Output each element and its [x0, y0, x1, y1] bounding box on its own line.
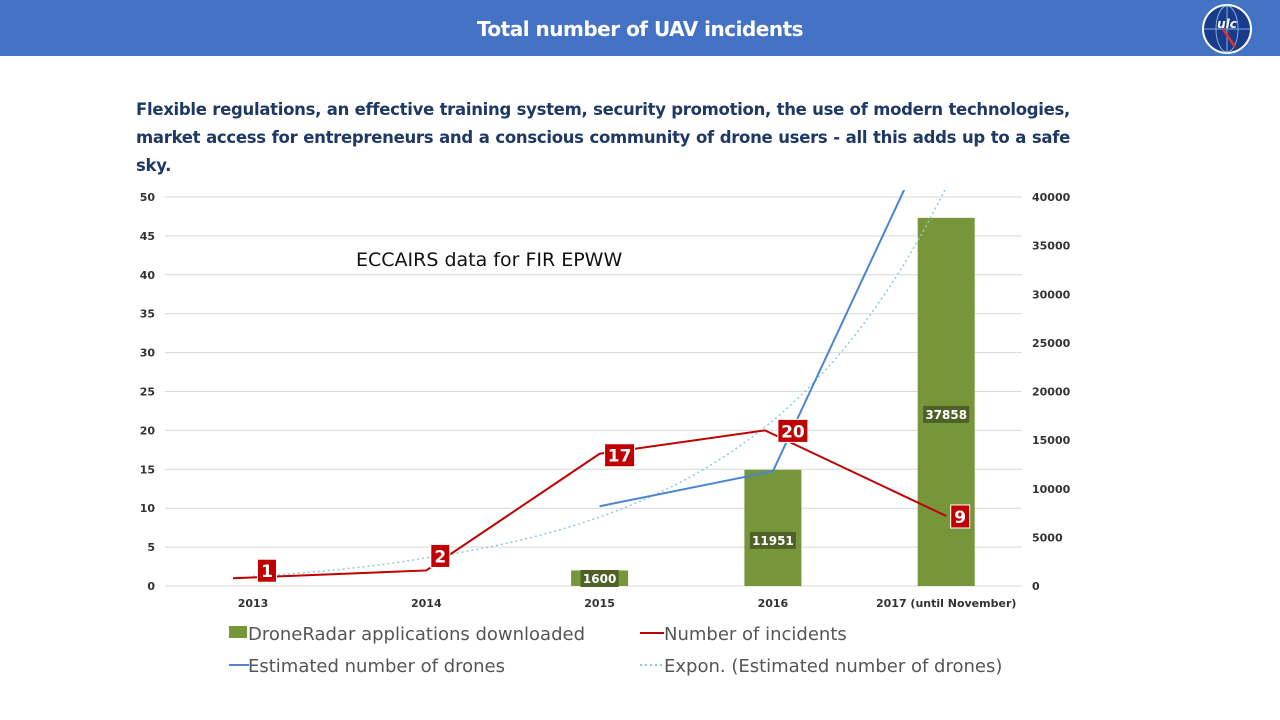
- x-tick-label: 2013: [238, 597, 269, 610]
- y-right-tick-label: 0: [1032, 580, 1040, 593]
- y-right-tick-label: 35000: [1032, 240, 1071, 253]
- expon-trendline: [252, 190, 946, 578]
- incident-data-label: 20: [781, 422, 805, 442]
- incident-label-bg: [604, 443, 636, 468]
- y-left-tick-label: 35: [140, 308, 155, 321]
- y-left-tick-label: 45: [140, 230, 155, 243]
- y-left-tick-label: 20: [140, 424, 156, 437]
- legend-swatch-downloads: [229, 626, 247, 638]
- y-right-tick-label: 5000: [1032, 531, 1063, 544]
- y-left-tick-label: 10: [140, 502, 156, 515]
- incident-label-bg: [430, 543, 451, 568]
- y-right-tick-label: 30000: [1032, 288, 1071, 301]
- x-tick-label: 2014: [411, 597, 442, 610]
- ulc-logo-icon: ulc: [1202, 4, 1252, 54]
- legend-label-estimated: Estimated number of drones: [248, 656, 505, 677]
- bar-label-bg: [923, 405, 970, 423]
- legend-label-expon: Expon. (Estimated number of drones): [664, 656, 1002, 677]
- bar-label-bg: [749, 531, 796, 549]
- header-bar: [0, 0, 1280, 56]
- slide-title: Total number of UAV incidents: [476, 17, 804, 41]
- incident-label-bg: [257, 558, 277, 583]
- bar-data-label: 11951: [752, 534, 794, 548]
- chart-annotation: ECCAIRS data for FIR EPWW: [356, 249, 622, 271]
- incident-label-bg: [950, 504, 971, 529]
- legend-label-downloads: DroneRadar applications downloaded: [248, 624, 585, 645]
- subtitle-text: Flexible regulations, an effective train…: [136, 100, 1070, 175]
- bar-2016: [744, 469, 802, 586]
- legend-label-incidents: Number of incidents: [664, 624, 847, 645]
- svg-text:ulc: ulc: [1217, 17, 1237, 31]
- y-left-tick-label: 40: [140, 269, 156, 282]
- incident-data-label: 1: [261, 562, 273, 582]
- y-right-tick-label: 15000: [1032, 434, 1071, 447]
- incident-data-label: 9: [954, 508, 966, 528]
- y-right-tick-label: 10000: [1032, 483, 1071, 496]
- bar-label-bg: [580, 570, 619, 587]
- y-right-tick-label: 40000: [1032, 191, 1071, 204]
- y-left-tick-label: 5: [147, 541, 155, 554]
- incident-data-label: 2: [434, 547, 446, 567]
- x-tick-label: 2017 (until November): [876, 597, 1016, 610]
- bar-2017: [917, 217, 975, 587]
- y-left-tick-label: 50: [140, 191, 156, 204]
- y-right-tick-label: 25000: [1032, 337, 1071, 350]
- bar-data-label: 1600: [583, 572, 616, 586]
- estimated-drones-line: [599, 190, 906, 508]
- bar-data-label: 37858: [925, 408, 967, 422]
- incident-data-label: 17: [608, 447, 632, 467]
- x-tick-label: 2016: [758, 597, 789, 610]
- y-right-tick-label: 20000: [1032, 386, 1071, 399]
- y-left-tick-label: 30: [140, 347, 156, 360]
- y-left-tick-label: 0: [147, 580, 155, 593]
- x-tick-label: 2015: [584, 597, 615, 610]
- y-left-tick-label: 15: [140, 463, 155, 476]
- incident-label-bg: [777, 418, 809, 443]
- incidents-line: [232, 429, 947, 580]
- legend: DroneRadar applications downloaded Numbe…: [229, 624, 1002, 677]
- y-left-tick-label: 25: [140, 386, 155, 399]
